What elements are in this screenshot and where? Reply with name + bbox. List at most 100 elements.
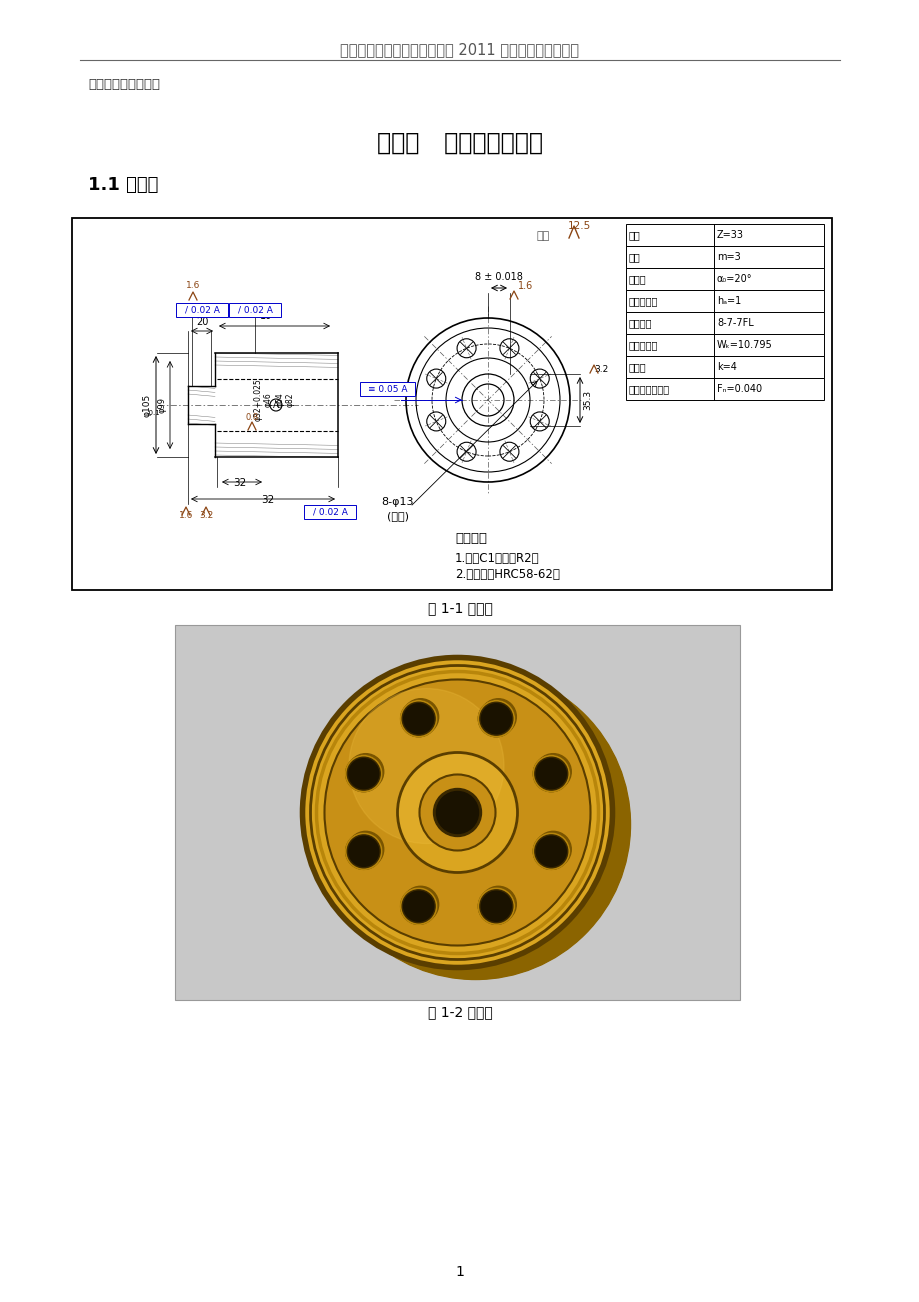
- Text: φ64: φ64: [275, 393, 284, 408]
- Text: 图 1-1 二维图: 图 1-1 二维图: [427, 602, 492, 615]
- Text: 3.2: 3.2: [199, 510, 213, 519]
- Text: 1.1 零件图: 1.1 零件图: [88, 176, 158, 194]
- Text: / 0.02 A: / 0.02 A: [312, 508, 347, 517]
- Circle shape: [536, 759, 566, 789]
- Text: 12.5: 12.5: [567, 221, 591, 230]
- Bar: [625, 378, 823, 400]
- Text: α₀=20°: α₀=20°: [716, 273, 752, 284]
- Text: k=4: k=4: [716, 362, 736, 372]
- Circle shape: [302, 658, 612, 967]
- Bar: [625, 290, 823, 312]
- Circle shape: [347, 754, 383, 789]
- Bar: [625, 268, 823, 290]
- Circle shape: [536, 836, 566, 866]
- Text: 1: 1: [455, 1266, 464, 1279]
- Text: 齿顶高系数: 齿顶高系数: [629, 296, 658, 306]
- Circle shape: [533, 755, 569, 792]
- Text: A: A: [273, 401, 278, 410]
- Text: 技术要求: 技术要求: [455, 531, 486, 544]
- Bar: [625, 246, 823, 268]
- Text: 3.2: 3.2: [594, 366, 607, 375]
- Text: 1.6: 1.6: [186, 280, 200, 289]
- Text: φ105: φ105: [142, 393, 152, 417]
- Text: 模数: 模数: [629, 253, 640, 262]
- Text: φ46: φ46: [263, 393, 272, 408]
- Circle shape: [347, 832, 383, 867]
- Bar: [72, 217, 831, 590]
- Text: hₐ=1: hₐ=1: [716, 296, 741, 306]
- Text: 第一章   零件的工艺分析: 第一章 零件的工艺分析: [377, 132, 542, 155]
- Text: 32: 32: [233, 478, 246, 488]
- Text: 齿数: 齿数: [629, 230, 640, 240]
- Bar: [175, 625, 739, 1000]
- Text: φ82: φ82: [285, 393, 294, 408]
- Text: 公法线长度: 公法线长度: [629, 340, 658, 350]
- Circle shape: [480, 699, 516, 734]
- Text: (均布): (均布): [387, 510, 409, 521]
- Bar: [303, 505, 356, 519]
- Circle shape: [535, 754, 571, 789]
- Text: 32: 32: [261, 495, 275, 505]
- Text: φ32+0.025: φ32+0.025: [254, 379, 262, 422]
- Circle shape: [480, 887, 516, 922]
- Text: Wₖ=10.795: Wₖ=10.795: [716, 340, 772, 350]
- Text: 10: 10: [259, 311, 272, 322]
- Text: 1.倒角C1，圆角R2。: 1.倒角C1，圆角R2。: [455, 552, 539, 565]
- Text: 图 1-2 三维图: 图 1-2 三维图: [427, 1005, 492, 1019]
- Bar: [625, 224, 823, 246]
- Text: m=3: m=3: [716, 253, 740, 262]
- Circle shape: [436, 792, 478, 833]
- Bar: [360, 381, 415, 396]
- Text: 精度等级: 精度等级: [629, 318, 652, 328]
- Circle shape: [348, 759, 379, 789]
- Circle shape: [403, 892, 433, 922]
- Circle shape: [348, 836, 379, 866]
- Text: / 0.02 A: / 0.02 A: [185, 306, 220, 315]
- Circle shape: [481, 892, 511, 922]
- Text: 8-φ13: 8-φ13: [381, 497, 414, 506]
- Bar: [176, 303, 228, 316]
- Circle shape: [346, 833, 381, 870]
- Text: / 0.02 A: / 0.02 A: [237, 306, 272, 315]
- Circle shape: [324, 680, 590, 945]
- Text: 1.6: 1.6: [517, 281, 533, 292]
- Text: -0.1: -0.1: [147, 410, 161, 417]
- Text: 8-7-7FL: 8-7-7FL: [716, 318, 753, 328]
- Text: 天津大学仁爱学院机械工程系 2011 级机械制造课程设计: 天津大学仁爱学院机械工程系 2011 级机械制造课程设计: [340, 43, 579, 57]
- Circle shape: [478, 700, 514, 737]
- Bar: [625, 312, 823, 335]
- Bar: [229, 303, 280, 316]
- Circle shape: [320, 669, 630, 979]
- Text: 其余: 其余: [537, 230, 550, 241]
- Text: 0.8: 0.8: [245, 413, 258, 422]
- Text: φ99: φ99: [158, 397, 167, 413]
- Circle shape: [400, 700, 437, 737]
- Circle shape: [403, 699, 438, 734]
- Circle shape: [481, 703, 511, 734]
- Text: 跨齿数: 跨齿数: [629, 362, 646, 372]
- Circle shape: [419, 775, 495, 850]
- Text: 1.6: 1.6: [178, 510, 193, 519]
- Bar: [625, 355, 823, 378]
- Circle shape: [535, 832, 571, 867]
- Text: 20: 20: [196, 316, 208, 327]
- Circle shape: [397, 753, 516, 872]
- Text: 公法线长度公差: 公法线长度公差: [629, 384, 669, 395]
- Circle shape: [533, 833, 569, 870]
- Circle shape: [433, 789, 481, 836]
- Circle shape: [346, 755, 381, 792]
- Text: 2.渗碳淬火HRC58-62。: 2.渗碳淬火HRC58-62。: [455, 568, 560, 581]
- Text: 提供各专业全套设计: 提供各专业全套设计: [88, 78, 160, 91]
- Circle shape: [403, 887, 438, 922]
- Text: 8 ± 0.018: 8 ± 0.018: [474, 272, 522, 283]
- Text: Z=33: Z=33: [716, 230, 743, 240]
- Circle shape: [400, 888, 437, 924]
- Text: 1.6: 1.6: [302, 510, 317, 519]
- Text: ≡ 0.05 A: ≡ 0.05 A: [368, 384, 407, 393]
- Circle shape: [348, 689, 504, 844]
- Text: 压力角: 压力角: [629, 273, 646, 284]
- Circle shape: [403, 703, 433, 734]
- Circle shape: [478, 888, 514, 924]
- Bar: [625, 335, 823, 355]
- Text: Fₙ=0.040: Fₙ=0.040: [716, 384, 761, 395]
